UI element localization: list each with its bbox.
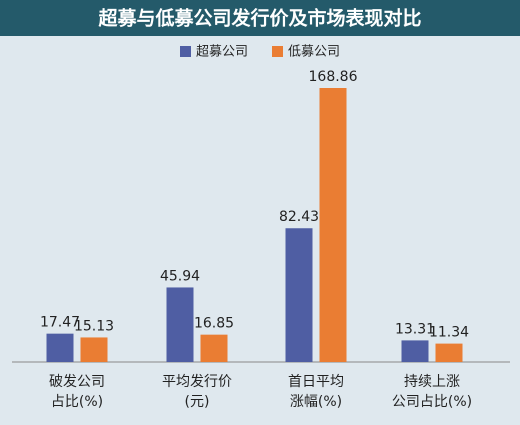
x-tick-label: 涨幅(%) (290, 394, 342, 410)
x-tick-label: 持续上涨 (404, 373, 460, 390)
value-label: 13.31 (395, 321, 435, 337)
x-tick-label: 平均发行价 (162, 374, 232, 390)
value-label: 45.94 (160, 268, 200, 284)
bar (319, 88, 347, 362)
legend-swatch (272, 46, 283, 57)
x-tick-label: (元) (185, 394, 210, 410)
value-label: 15.13 (74, 318, 114, 334)
x-tick-label: 占比(%) (51, 394, 103, 410)
bar (166, 287, 194, 362)
title-band (0, 0, 520, 36)
bar (285, 228, 313, 362)
x-tick-label: 首日平均 (288, 374, 344, 390)
value-label: 16.85 (194, 316, 234, 332)
x-tick-label: 公司占比(%) (392, 394, 472, 410)
bar (435, 343, 463, 362)
chart-title: 超募与低募公司发行价及市场表现对比 (97, 7, 421, 30)
bar (80, 337, 108, 362)
x-tick-label: 破发公司 (49, 374, 105, 390)
value-label: 11.34 (429, 325, 469, 341)
value-label: 168.86 (309, 69, 358, 85)
bar (200, 334, 228, 362)
value-label: 82.43 (279, 209, 319, 225)
bar (46, 333, 74, 362)
legend-swatch (180, 46, 191, 57)
legend-label: 超募公司 (196, 45, 248, 60)
value-label: 17.47 (40, 315, 80, 331)
bar (401, 340, 429, 362)
legend-label: 低募公司 (288, 45, 340, 60)
